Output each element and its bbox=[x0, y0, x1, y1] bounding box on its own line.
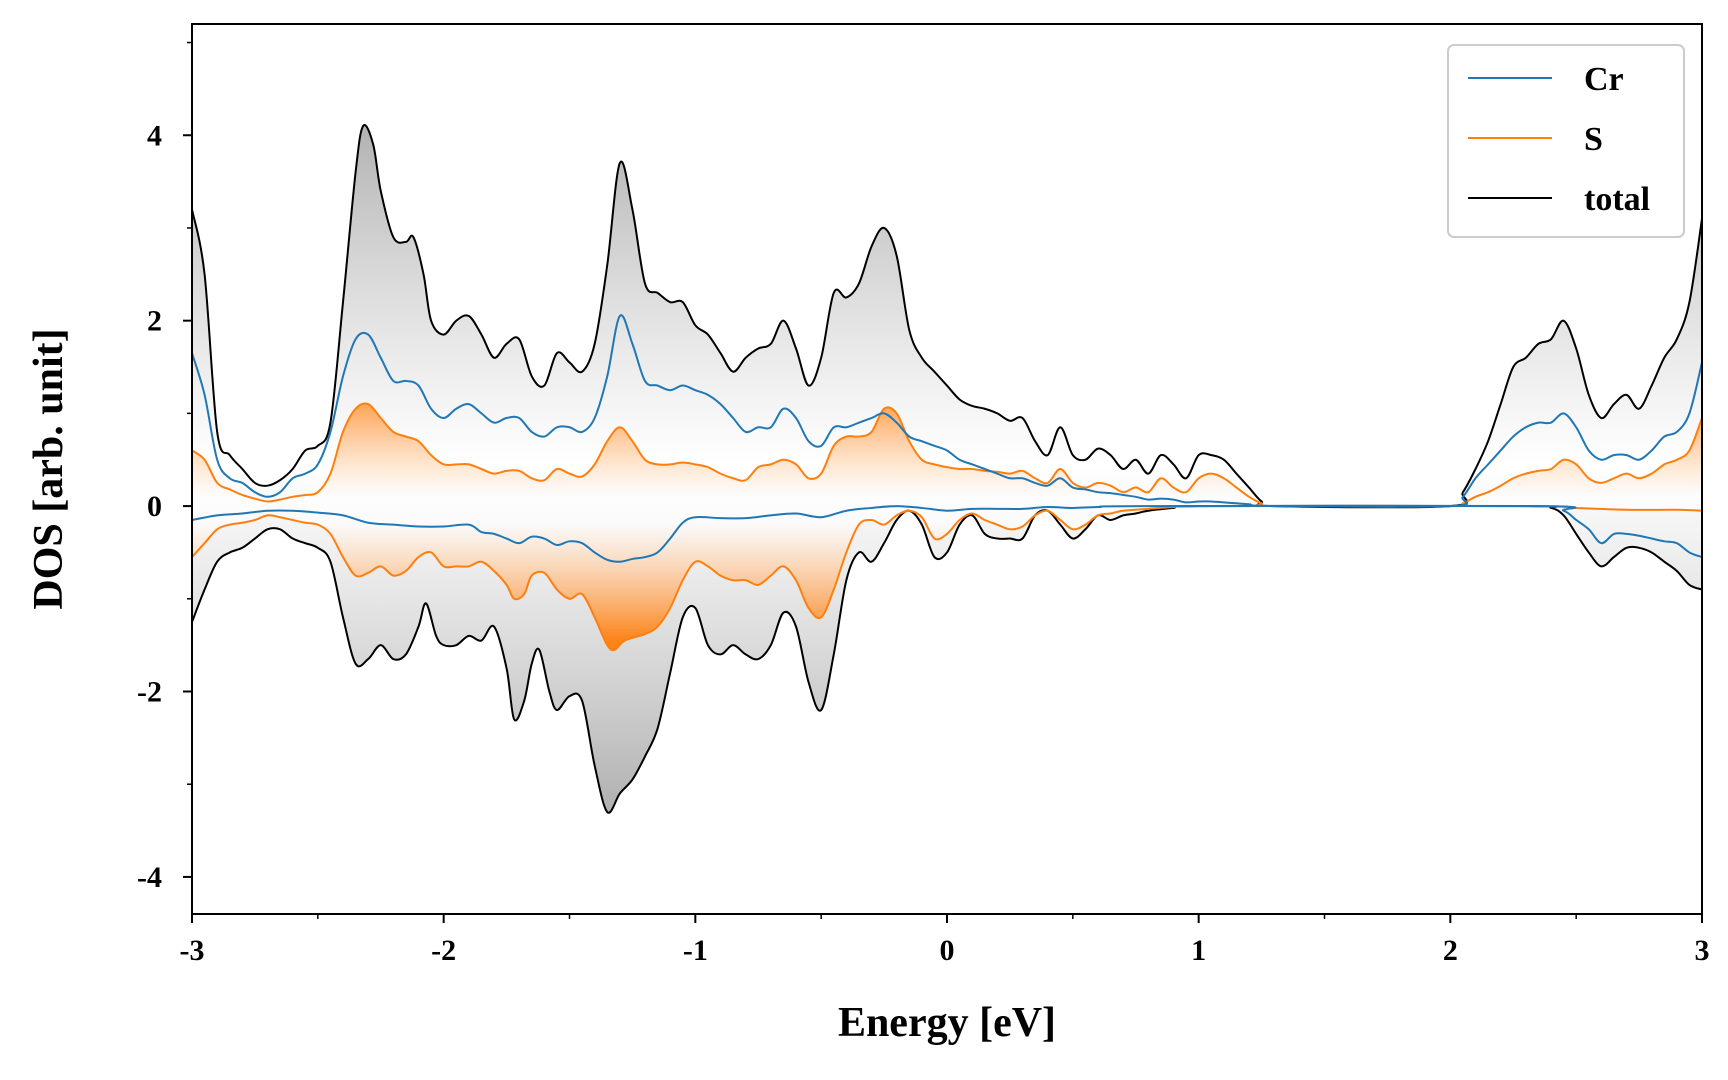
x-tick-label: -3 bbox=[180, 934, 205, 967]
tick-layer: -3 -2 -1 0 1 2 3 -4 -2 0 2 4 bbox=[137, 41, 1710, 967]
legend-label-cr: Cr bbox=[1584, 61, 1624, 98]
legend-box bbox=[1447, 44, 1685, 238]
y-tick-label: 4 bbox=[147, 119, 162, 152]
x-axis-label: Energy [eV] bbox=[838, 1000, 1056, 1046]
legend: Cr S total bbox=[1447, 44, 1685, 238]
y-tick-label: 2 bbox=[147, 305, 162, 338]
total-spin-up-line bbox=[192, 124, 1702, 509]
x-tick-label: -1 bbox=[683, 934, 708, 967]
total-spin-up-fill bbox=[192, 124, 1702, 508]
x-tick-label: 0 bbox=[940, 934, 955, 967]
legend-label-s: S bbox=[1584, 121, 1603, 158]
s-spin-down-line bbox=[192, 504, 1702, 652]
x-tick-label: -2 bbox=[431, 934, 456, 967]
s-spin-up-line bbox=[192, 402, 1702, 508]
x-tick-label: 1 bbox=[1191, 934, 1206, 967]
y-tick-label: -4 bbox=[137, 861, 162, 894]
line-layer bbox=[192, 124, 1702, 814]
y-axis-label: DOS [arb. unit] bbox=[26, 328, 72, 609]
s-spin-up-fill bbox=[192, 403, 1702, 507]
x-tick-label: 2 bbox=[1443, 934, 1458, 967]
cr-spin-up-line bbox=[192, 314, 1702, 508]
x-tick-label: 3 bbox=[1695, 934, 1710, 967]
cr-spin-down-line bbox=[192, 504, 1702, 563]
y-tick-label: 0 bbox=[147, 490, 162, 523]
legend-label-total: total bbox=[1584, 181, 1650, 218]
y-tick-label: -2 bbox=[137, 676, 162, 709]
